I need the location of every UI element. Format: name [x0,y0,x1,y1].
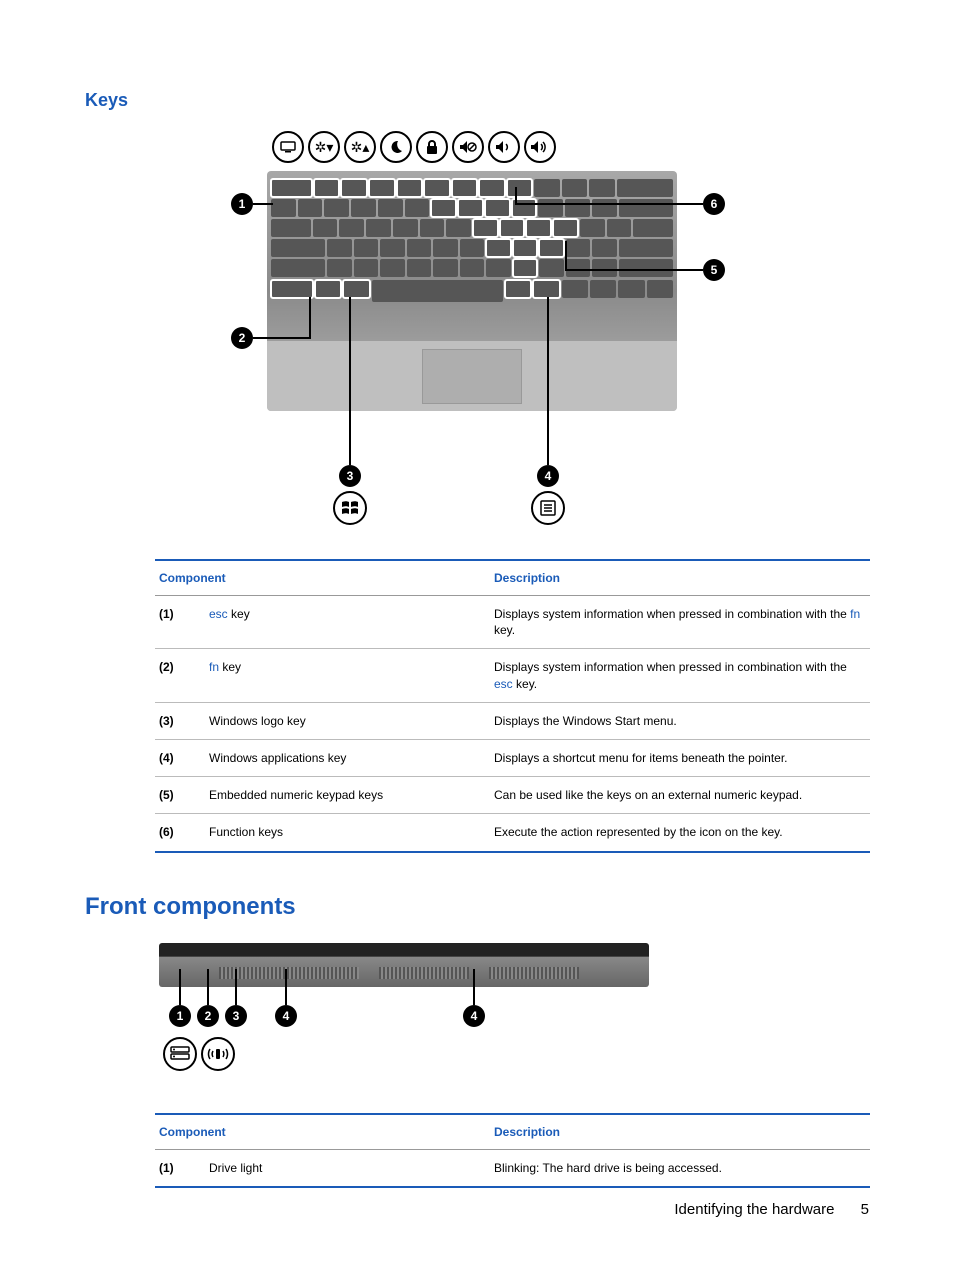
callout-1: 1 [169,1005,191,1027]
mute-icon [452,131,484,163]
wireless-icon [201,1037,235,1071]
page-number: 5 [861,1201,869,1218]
volume-down-icon [488,131,520,163]
col-description: Description [490,560,870,596]
callout-3: 3 [339,465,361,487]
front-figure: 1 2 3 4 4 [155,939,665,1089]
col-component: Component [155,1114,490,1150]
table-row: (1) Drive light Blinking: The hard drive… [155,1149,870,1187]
row-component: esc key [205,596,490,649]
desc-text: key. [494,623,515,637]
row-component: Windows logo key [205,702,490,739]
row-description: Blinking: The hard drive is being access… [490,1149,870,1187]
desc-keyref: esc [494,677,513,691]
table-row: (1) esc key Displays system information … [155,596,870,649]
drive-icon [163,1037,197,1071]
keys-figure: ✲▾ ✲▴ [85,131,869,531]
row-description: Displays system information when pressed… [490,596,870,649]
table-row: (4) Windows applications key Displays a … [155,739,870,776]
menu-icon [531,491,565,525]
front-table: Component Description (1) Drive light Bl… [155,1113,870,1188]
section-heading-keys: Keys [85,90,869,111]
footer-text: Identifying the hardware [674,1201,834,1218]
row-num: (2) [155,649,205,702]
callout-1: 1 [231,193,253,215]
brightness-up-icon: ✲▴ [344,131,376,163]
row-component: Embedded numeric keypad keys [205,777,490,814]
table-row: (5) Embedded numeric keypad keys Can be … [155,777,870,814]
row-num: (3) [155,702,205,739]
col-component: Component [155,560,490,596]
sleep-icon [380,131,412,163]
row-description: Displays the Windows Start menu. [490,702,870,739]
windows-logo-icon [333,491,367,525]
row-description: Displays system information when pressed… [490,649,870,702]
row-component: fn key [205,649,490,702]
page-footer: Identifying the hardware 5 [674,1201,869,1218]
row-num: (6) [155,814,205,852]
callout-5: 5 [703,259,725,281]
table-row: (2) fn key Displays system information w… [155,649,870,702]
desc-text: key. [513,677,537,691]
row-num: (1) [155,1149,205,1187]
callout-2: 2 [197,1005,219,1027]
brightness-down-icon: ✲▾ [308,131,340,163]
col-description: Description [490,1114,870,1150]
callout-4b: 4 [463,1005,485,1027]
callout-4: 4 [537,465,559,487]
table-row: (3) Windows logo key Displays the Window… [155,702,870,739]
key-suffix: key [228,607,250,621]
callout-3: 3 [225,1005,247,1027]
key-name: fn [209,660,219,674]
row-component: Drive light [205,1149,490,1187]
table-row: (6) Function keys Execute the action rep… [155,814,870,852]
row-description: Execute the action represented by the ic… [490,814,870,852]
key-suffix: key [219,660,241,674]
row-component: Windows applications key [205,739,490,776]
desc-text: Displays system information when pressed… [494,660,847,674]
lock-icon [416,131,448,163]
callout-6: 6 [703,193,725,215]
section-heading-front: Front components [85,893,869,921]
keys-table: Component Description (1) esc key Displa… [155,559,870,853]
volume-up-icon [524,131,556,163]
row-description: Displays a shortcut menu for items benea… [490,739,870,776]
callout-4: 4 [275,1005,297,1027]
key-name: esc [209,607,228,621]
row-num: (1) [155,596,205,649]
row-num: (5) [155,777,205,814]
desc-keyref: fn [850,607,860,621]
row-num: (4) [155,739,205,776]
monitor-icon [272,131,304,163]
desc-text: Displays system information when pressed… [494,607,850,621]
callout-2: 2 [231,327,253,349]
row-description: Can be used like the keys on an external… [490,777,870,814]
row-component: Function keys [205,814,490,852]
